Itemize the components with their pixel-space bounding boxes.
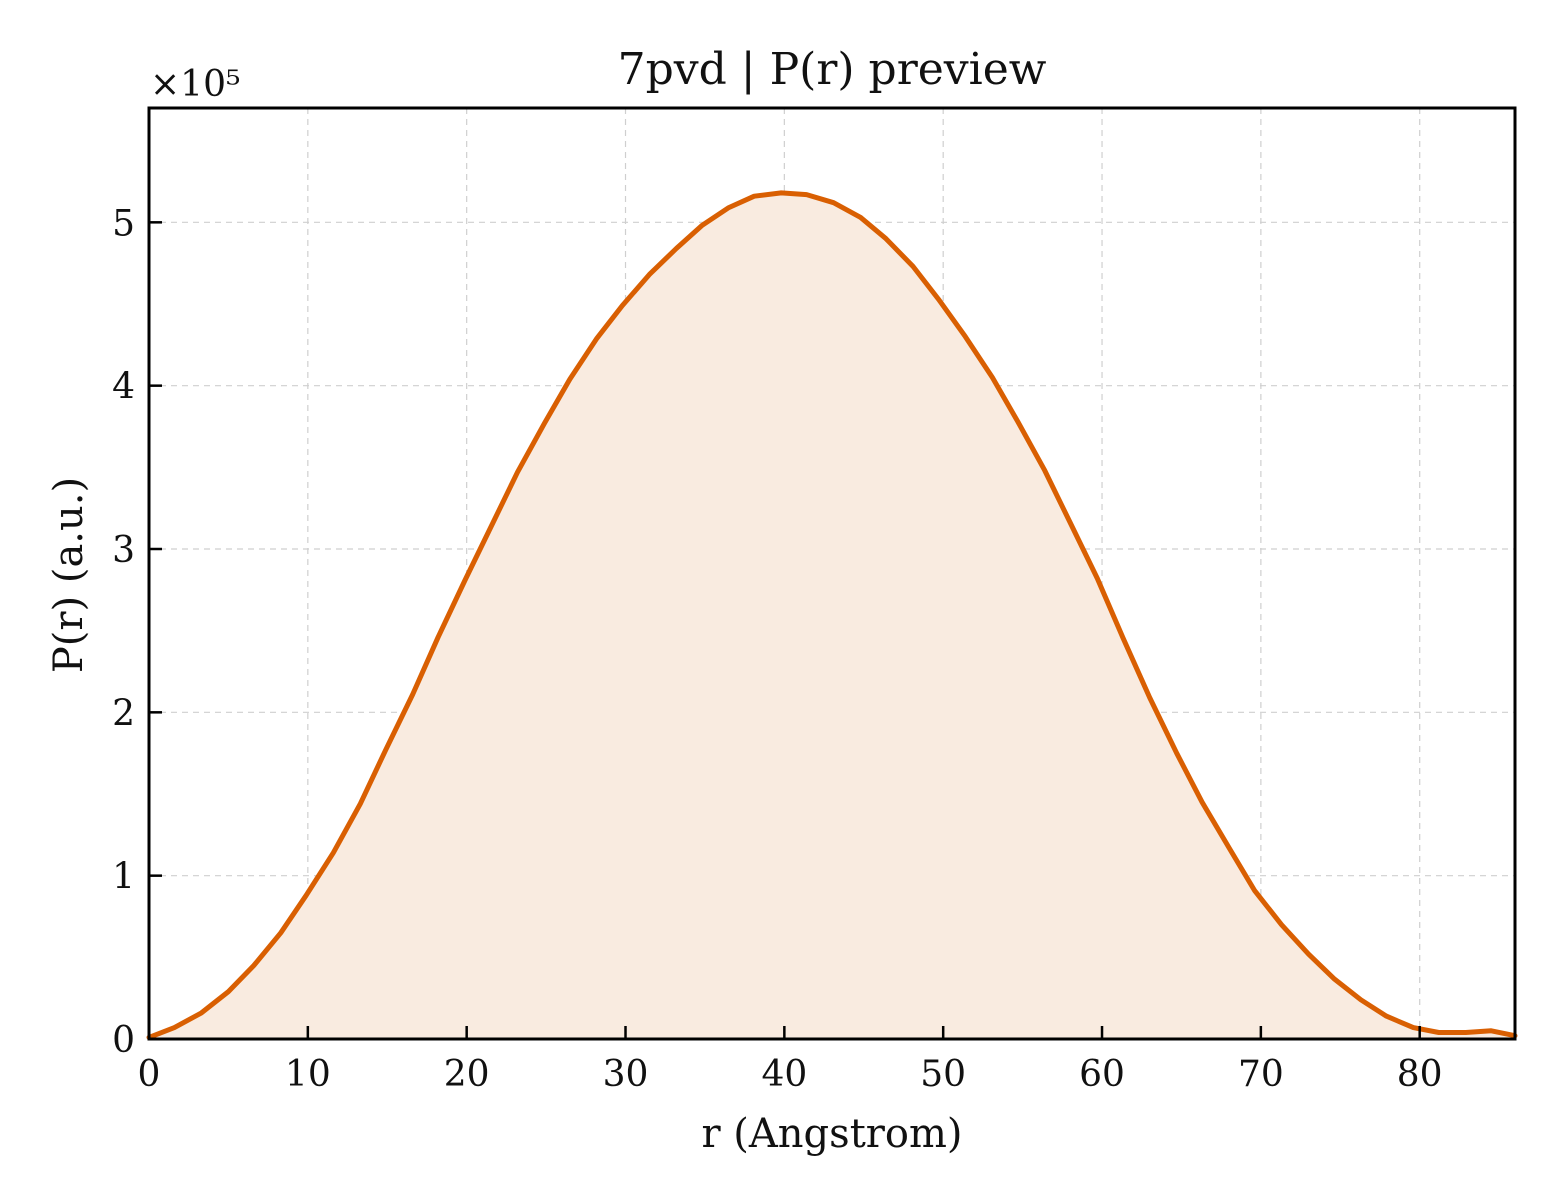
- chart-title: 7pvd | P(r) preview: [618, 44, 1047, 95]
- x-axis-label: r (Angstrom): [701, 1111, 962, 1157]
- x-tick-label: 70: [1238, 1054, 1284, 1095]
- y-offset-label: ×10⁵: [150, 64, 240, 105]
- y-tick-label: 4: [112, 367, 135, 408]
- y-tick-label: 0: [112, 1020, 135, 1061]
- x-tick-label: 60: [1079, 1054, 1125, 1095]
- axis-ticks: 0 10 20 30 40 50 60 70 80 0 1 2 3 4 5: [112, 203, 1443, 1095]
- y-axis-label: P(r) (a.u.): [46, 477, 92, 673]
- x-tick-label: 10: [285, 1054, 331, 1095]
- x-tick-label: 50: [920, 1054, 966, 1095]
- x-tick-label: 30: [603, 1054, 649, 1095]
- x-tick-label: 40: [761, 1054, 807, 1095]
- y-tick-label: 2: [112, 693, 135, 734]
- y-tick-label: 3: [112, 530, 135, 571]
- x-tick-label: 20: [444, 1054, 490, 1095]
- series-line: [146, 190, 1518, 1040]
- y-tick-label: 5: [112, 203, 135, 244]
- x-tick-label: 80: [1397, 1054, 1443, 1095]
- y-tick-label: 1: [112, 857, 135, 898]
- area-fill: [149, 192, 1515, 1039]
- plot-frame: [147, 106, 1517, 1041]
- x-tick-label: 0: [138, 1054, 161, 1095]
